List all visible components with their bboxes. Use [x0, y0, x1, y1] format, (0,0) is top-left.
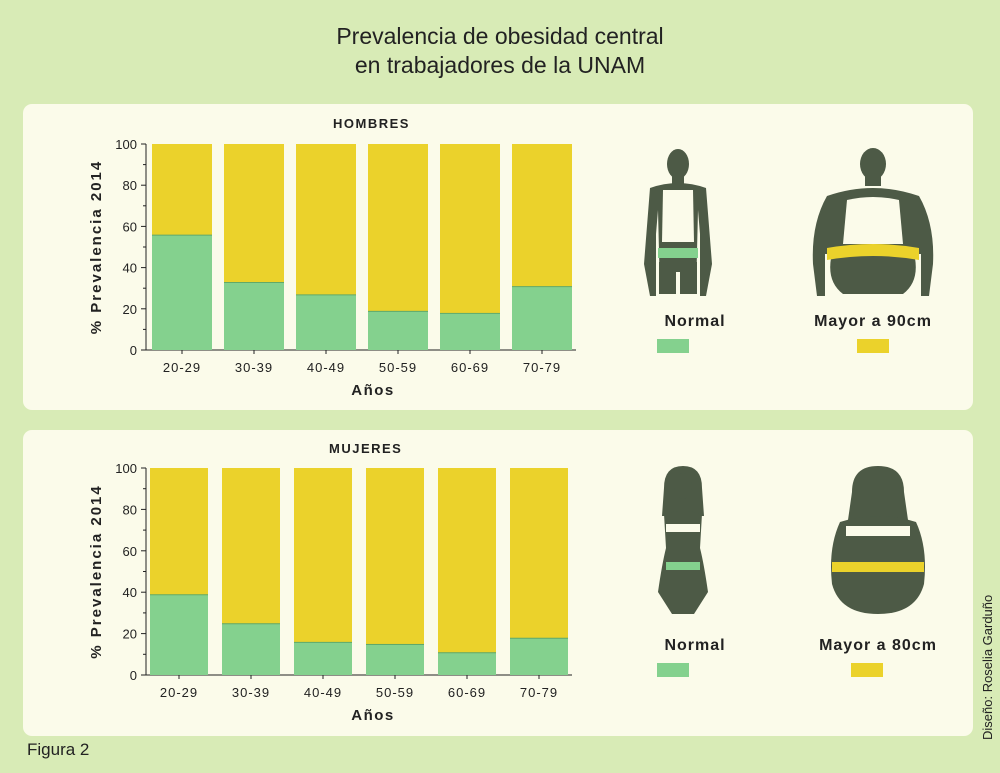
women-bar-normal-40-49 — [294, 641, 352, 675]
men-bar-normal-60-69 — [440, 312, 500, 350]
large-man-icon — [812, 148, 934, 296]
men-bar-normal-70-79 — [512, 286, 572, 350]
women-bar-mayor-50-59 — [366, 468, 424, 644]
women-x-tick-label: 20-29 — [160, 685, 198, 700]
women-panel-title: MUJERES — [329, 441, 403, 456]
title-line-2: en trabajadores de la UNAM — [354, 52, 646, 78]
women-bar-mayor-60-69 — [438, 468, 496, 653]
men-legend-mayor-label: Mayor a 90cm — [814, 313, 932, 330]
women-x-tick-label: 40-49 — [304, 685, 342, 700]
women-x-tick-label: 60-69 — [448, 685, 486, 700]
women-legend-mayor-label: Mayor a 80cm — [819, 637, 937, 654]
men-y-tick-label: 100 — [115, 137, 137, 152]
men-bar-mayor-30-39 — [224, 144, 284, 283]
women-bar-mayor-40-49 — [294, 468, 352, 642]
men-legend-normal-label: Normal — [664, 313, 726, 330]
women-bar-mayor-20-29 — [150, 468, 208, 595]
men-x-axis-label: Años — [351, 382, 395, 399]
title-line-1: Prevalencia de obesidad central — [336, 23, 664, 49]
men-y-tick-label: 60 — [123, 219, 137, 234]
women-chart: 0 20 40 60 80 100 20-29 30-39 40-49 50-59 60-69 70-… — [88, 461, 572, 724]
men-chart: 0 20 40 60 80 100 20-29 30-39 40-49 50-59 60-69 70-… — [88, 137, 576, 399]
large-woman-icon — [831, 466, 925, 614]
men-bar-mayor-60-69 — [440, 144, 500, 313]
women-x-tick-label: 50-59 — [376, 685, 414, 700]
women-y-tick-label: 100 — [115, 461, 137, 476]
chart-title: Prevalencia de obesidad central en traba… — [0, 22, 1000, 80]
men-y-axis-label: % Prevalencia 2014 — [88, 160, 105, 334]
women-x-axis-label: Años — [351, 707, 395, 724]
normal-man-icon — [644, 149, 712, 296]
women-legend-normal-swatch — [657, 663, 689, 677]
men-bar-mayor-50-59 — [368, 144, 428, 311]
men-bar-normal-20-29 — [152, 234, 212, 350]
women-y-axis-label: % Prevalencia 2014 — [88, 484, 105, 658]
men-x-tick-label: 30-39 — [235, 360, 273, 375]
men-panel-title: HOMBRES — [333, 116, 410, 131]
men-x-tick-label: 60-69 — [451, 360, 489, 375]
women-bar-normal-20-29 — [150, 594, 208, 675]
women-x-tick-label: 30-39 — [232, 685, 270, 700]
men-bar-normal-50-59 — [368, 310, 428, 350]
women-y-tick-label: 80 — [123, 502, 137, 517]
women-bar-normal-70-79 — [510, 637, 568, 675]
women-legend-normal-label: Normal — [664, 637, 726, 654]
women-y-tick-label: 60 — [123, 544, 137, 559]
normal-woman-icon — [658, 466, 708, 614]
men-y-tick-label: 80 — [123, 178, 137, 193]
men-x-tick-label: 50-59 — [379, 360, 417, 375]
men-bar-normal-40-49 — [296, 294, 356, 350]
women-x-tick-label: 70-79 — [520, 685, 558, 700]
men-bar-normal-30-39 — [224, 282, 284, 350]
women-bar-normal-60-69 — [438, 652, 496, 675]
men-y-tick-label: 40 — [123, 261, 137, 276]
women-bar-normal-50-59 — [366, 643, 424, 675]
figure-label: Figura 2 — [27, 740, 90, 759]
men-panel: 0 20 40 60 80 100 20-29 30-39 40-49 50-59 60-69 70-… — [23, 104, 973, 410]
men-bar-mayor-40-49 — [296, 144, 356, 295]
women-bar-mayor-30-39 — [222, 468, 280, 624]
men-y-tick-label: 20 — [123, 302, 137, 317]
men-x-tick-label: 20-29 — [163, 360, 201, 375]
men-bar-mayor-20-29 — [152, 144, 212, 235]
men-y-tick-label: 0 — [130, 343, 137, 358]
women-y-tick-label: 20 — [123, 627, 137, 642]
men-x-tick-label: 40-49 — [307, 360, 345, 375]
design-credit: Diseño: Roselia Garduño — [980, 594, 995, 740]
men-legend-normal-swatch — [657, 339, 689, 353]
women-bar-mayor-70-79 — [510, 468, 568, 638]
women-y-tick-label: 0 — [130, 668, 137, 683]
men-legend-mayor-swatch — [857, 339, 889, 353]
women-y-tick-label: 40 — [123, 585, 137, 600]
women-legend-mayor-swatch — [851, 663, 883, 677]
men-x-tick-label: 70-79 — [523, 360, 561, 375]
women-bar-normal-30-39 — [222, 623, 280, 675]
men-bar-mayor-70-79 — [512, 144, 572, 287]
women-panel: 0 20 40 60 80 100 20-29 30-39 40-49 50-59 60-69 70-… — [23, 430, 973, 736]
